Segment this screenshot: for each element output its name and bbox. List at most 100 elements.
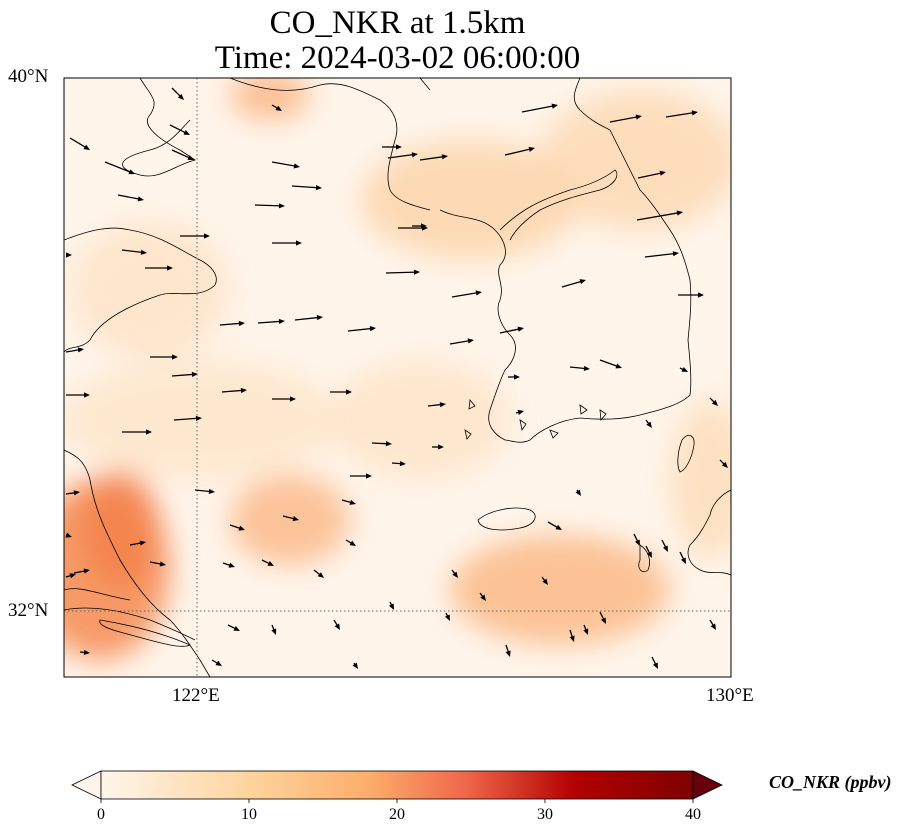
wind-vector [391, 460, 406, 467]
wind-vector [661, 539, 668, 552]
wind-vector [719, 459, 728, 468]
wind-vector [505, 644, 511, 657]
coastline-korea-east [504, 129, 692, 443]
high-co-region-yangtze [80, 470, 160, 590]
gridlines [64, 78, 731, 677]
coastline-yangtze-south [64, 588, 131, 601]
wind-vector [222, 562, 235, 568]
wind-vector [499, 326, 524, 334]
coastline-north-korea-west [419, 78, 516, 441]
lat-label-40n: 40°N [8, 66, 49, 87]
wind-vector [561, 279, 586, 288]
concentration-field [64, 78, 731, 660]
colorbar-tick-10: 10 [241, 806, 257, 823]
wind-vector [352, 662, 358, 669]
wind-vector [419, 154, 448, 161]
wind-vector [271, 161, 300, 169]
wind-vector [609, 114, 642, 123]
wind-vector [599, 359, 622, 369]
mid-co-region-east [670, 400, 731, 560]
coastline-korea-south-islands [464, 399, 607, 440]
wind-vector [651, 656, 658, 669]
wind-vector [427, 402, 446, 408]
wind-vector [65, 347, 84, 353]
wind-vector [227, 624, 240, 631]
wind-vector [569, 629, 575, 642]
coastline-jiangsu [64, 449, 211, 677]
wind-vector [432, 444, 444, 450]
coastline-jeju [477, 507, 536, 531]
wind-vector [66, 392, 90, 398]
wind-vector [69, 137, 90, 150]
wind-vector [73, 568, 90, 574]
coastline-liaodong [122, 78, 196, 177]
wind-vector [504, 146, 535, 156]
wind-vector [211, 659, 222, 666]
wind-vector [679, 366, 688, 372]
wind-vector [521, 103, 558, 113]
colorbar-tick-0: 0 [97, 806, 105, 823]
wind-vector [508, 374, 520, 380]
wind-vector [541, 576, 548, 585]
colorbar-tick-30: 30 [537, 806, 553, 823]
mid-co-region-band [64, 360, 340, 480]
mid-co-region-northeast [540, 90, 731, 230]
coastline-shandong [64, 227, 217, 353]
wind-vector [449, 338, 474, 345]
wind-vector [515, 409, 524, 415]
lat-label-32n: 32°N [8, 600, 49, 621]
wind-vector [709, 397, 718, 406]
wind-vector [221, 387, 247, 394]
mid-co-region-ocean [330, 360, 510, 480]
wind-vector [282, 515, 299, 522]
wind-vector [171, 87, 184, 100]
wind-vector [341, 499, 356, 505]
wind-vector [451, 290, 482, 298]
wind-vector [385, 269, 420, 275]
mid-co-region-south [450, 535, 670, 645]
wind-vector [412, 223, 427, 229]
wind-vector [444, 612, 450, 621]
map-frame [63, 77, 732, 678]
wind-vector [272, 396, 296, 402]
wind-vector [479, 592, 486, 601]
wind-vector [569, 365, 590, 371]
colorbar-extend-max [692, 770, 723, 800]
wind-vector [645, 419, 652, 428]
lon-label-122e: 122°E [172, 685, 220, 706]
wind-vector [65, 490, 80, 496]
wind-vector [313, 569, 324, 578]
wind-vector [257, 318, 285, 325]
wind-vector [65, 532, 72, 538]
wind-vector [547, 521, 562, 530]
wind-vector [633, 533, 640, 546]
wind-vector [333, 619, 340, 630]
wind-vector [261, 559, 274, 566]
wind-vector [150, 354, 178, 360]
wind-vector [599, 611, 606, 624]
wind-vector [104, 161, 135, 175]
colorbar-label: CO_NKR (ppbv) [769, 772, 892, 792]
wind-vector [129, 540, 146, 546]
wind-vector [382, 144, 402, 150]
title-time: Time: 2024-03-02 06:00:00 [214, 40, 581, 76]
wind-vector [122, 429, 152, 435]
coastline-kyushu [687, 489, 731, 576]
coastline-yangtze-estuary [64, 607, 196, 641]
wind-vector [194, 488, 215, 494]
wind-vector [294, 315, 323, 321]
wind-vector [229, 524, 245, 531]
wind-vector [583, 624, 589, 635]
wind-vector [180, 233, 210, 239]
wind-vector [679, 551, 686, 564]
wind-vector [709, 619, 716, 630]
lon-label-130e: 130°E [706, 685, 754, 706]
wind-vectors [65, 87, 728, 669]
coastline-tsushima [677, 435, 695, 473]
mid-co-region-north [360, 140, 580, 260]
wind-vector [350, 473, 372, 479]
wind-vector [271, 624, 277, 635]
wind-vector [219, 320, 245, 327]
wind-vector [149, 561, 166, 567]
